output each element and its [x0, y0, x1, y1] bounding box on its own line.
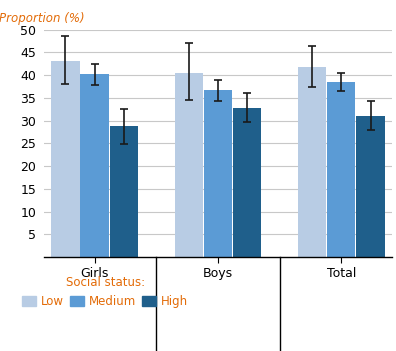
- Bar: [298, 67, 326, 257]
- Bar: [80, 74, 109, 257]
- Bar: [204, 90, 232, 257]
- Legend: Low, Medium, High: Low, Medium, High: [22, 276, 188, 308]
- Bar: [233, 108, 261, 257]
- Text: Proportion (%): Proportion (%): [0, 12, 84, 25]
- Bar: [327, 82, 356, 257]
- Bar: [175, 73, 203, 257]
- Bar: [51, 61, 80, 257]
- Bar: [110, 126, 138, 257]
- Bar: [356, 115, 385, 257]
